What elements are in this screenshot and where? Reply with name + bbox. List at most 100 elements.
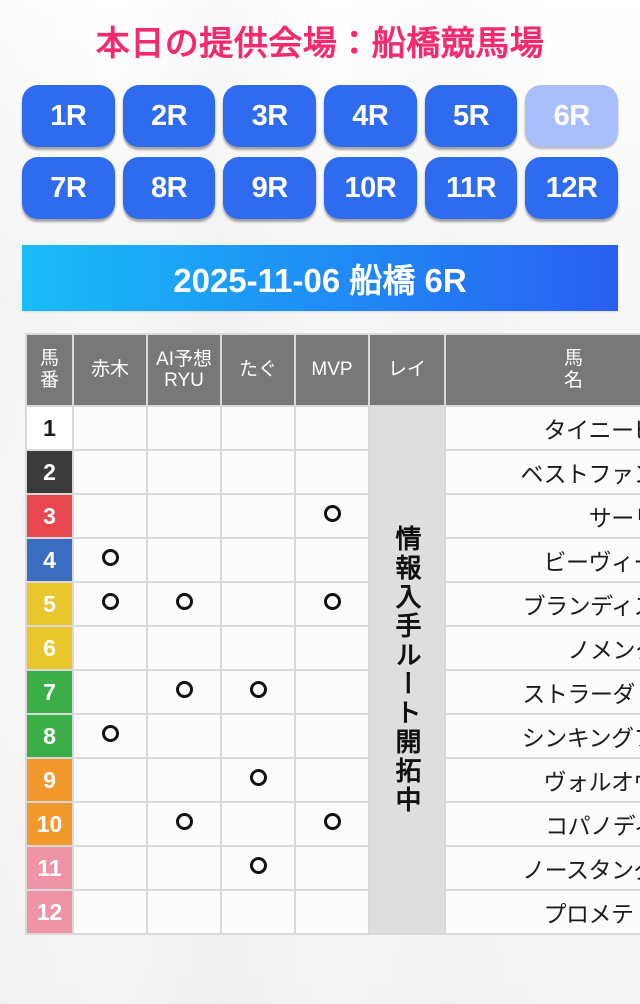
- horse-name-cell: プロメテドール: [446, 891, 640, 934]
- column-header-ai-line1: AI予想: [156, 348, 212, 370]
- race-button-8r[interactable]: 8R: [122, 157, 216, 220]
- mark-cell-ai-ryu: [148, 759, 220, 802]
- horse-number-cell: 9: [27, 759, 72, 802]
- column-header-uma-ban-line1: 馬: [39, 347, 59, 369]
- mark-cell-akagi: [74, 583, 146, 626]
- mark-cell-mvp: [296, 451, 368, 494]
- horse-name-cell: サーリアル: [446, 495, 640, 538]
- mark-cell-mvp: [296, 671, 368, 714]
- mark-cell-mvp: [296, 627, 368, 670]
- table-row: 9 ヴォルオヴァン: [27, 759, 640, 802]
- rei-column-notice: 情報入手ルート開拓中: [370, 407, 444, 934]
- column-header-uma-ban-line2: 番: [39, 370, 59, 392]
- table-row: 11 ノースタンダート: [27, 847, 640, 890]
- horse-number-cell: 6: [27, 627, 72, 670]
- table-row: 6 ノメンターノ: [27, 627, 640, 670]
- circle-mark-icon: [101, 593, 119, 611]
- horse-name-cell: ストラーダレアー: [446, 671, 640, 714]
- mark-cell-ai-ryu: [148, 671, 220, 714]
- prediction-table-wrap: 馬 番 赤木 AI予想 RYU たぐ MVP レイ: [25, 333, 640, 936]
- mark-cell-tagu: [222, 495, 294, 538]
- horse-number-cell: 11: [27, 847, 72, 890]
- table-row: 12 プロメテドール: [27, 891, 640, 934]
- mark-cell-akagi: [74, 627, 146, 670]
- mark-cell-akagi: [74, 891, 146, 934]
- mark-cell-tagu: [222, 407, 294, 450]
- circle-mark-icon: [101, 725, 119, 743]
- mark-cell-mvp: [296, 715, 368, 758]
- column-header-horse-name-line1: 馬: [563, 347, 583, 369]
- mark-cell-ai-ryu: [148, 451, 220, 494]
- circle-mark-icon: [323, 813, 341, 831]
- horse-number-cell: 5: [27, 583, 72, 626]
- horse-name-cell: タイニービキニ: [446, 407, 640, 450]
- mark-cell-mvp: [296, 891, 368, 934]
- race-button-3r[interactable]: 3R: [223, 85, 316, 148]
- horse-name-cell: ブランディストッ: [446, 583, 640, 626]
- rei-notice-text: 情報入手ルート開拓中: [392, 525, 422, 816]
- mark-cell-tagu: [222, 803, 294, 846]
- table-row: 3 サーリアル: [27, 495, 640, 538]
- circle-mark-icon: [323, 505, 341, 523]
- horse-number-cell: 4: [27, 539, 72, 582]
- column-header-uma-ban: 馬 番: [27, 335, 72, 406]
- horse-name-cell: コパノディラン: [446, 803, 640, 846]
- mark-cell-tagu: [222, 891, 294, 934]
- mark-cell-ai-ryu: [148, 583, 220, 626]
- race-button-12r[interactable]: 12R: [525, 157, 618, 220]
- horse-name-cell: ヴォルオヴァン: [446, 759, 640, 802]
- mark-cell-ai-ryu: [148, 847, 220, 890]
- horse-number-cell: 10: [27, 803, 72, 846]
- circle-mark-icon: [101, 549, 119, 567]
- mark-cell-tagu: [222, 671, 294, 714]
- horse-number-cell: 8: [27, 715, 72, 758]
- mark-cell-akagi: [74, 495, 146, 538]
- table-row: 4 ビーヴィーヴォ: [27, 539, 640, 582]
- mark-cell-mvp: [296, 407, 368, 450]
- horse-number-cell: 2: [27, 451, 72, 494]
- horse-name-cell: ベストファンタジ: [446, 451, 640, 494]
- horse-name-cell: ノメンターノ: [446, 627, 640, 670]
- race-button-2r[interactable]: 2R: [122, 85, 216, 148]
- circle-mark-icon: [323, 593, 341, 611]
- mark-cell-ai-ryu: [148, 627, 220, 670]
- mark-cell-mvp: [296, 759, 368, 802]
- mark-cell-tagu: [222, 627, 294, 670]
- horse-name-cell: ノースタンダート: [446, 847, 640, 890]
- mark-cell-ai-ryu: [148, 495, 220, 538]
- table-row: 5 ブランディストッ: [27, 583, 640, 626]
- circle-mark-icon: [249, 769, 267, 787]
- horse-name-cell: ビーヴィーヴォ: [446, 539, 640, 582]
- circle-mark-icon: [175, 813, 193, 831]
- mark-cell-akagi: [74, 759, 146, 802]
- race-button-10r[interactable]: 10R: [323, 157, 417, 220]
- mark-cell-tagu: [222, 583, 294, 626]
- race-button-1r[interactable]: 1R: [22, 85, 115, 148]
- mark-cell-ai-ryu: [148, 407, 220, 450]
- race-selector: 1R 2R 3R 4R 5R 6R 7R 8R 9R 10R 11R 12R: [0, 85, 640, 220]
- mark-cell-akagi: [74, 407, 146, 450]
- mark-cell-akagi: [74, 715, 146, 758]
- circle-mark-icon: [175, 593, 193, 611]
- race-button-11r[interactable]: 11R: [424, 157, 518, 220]
- table-row: 7 ストラーダレアー: [27, 671, 640, 714]
- mark-cell-ai-ryu: [148, 891, 220, 934]
- horse-number-cell: 12: [27, 891, 72, 934]
- race-button-9r[interactable]: 9R: [223, 157, 316, 220]
- column-header-ai-line2: RYU: [164, 370, 204, 392]
- mark-cell-tagu: [222, 847, 294, 890]
- table-row: 8 シンキングファー: [27, 715, 640, 758]
- race-button-4r[interactable]: 4R: [323, 85, 417, 148]
- mark-cell-ai-ryu: [148, 715, 220, 758]
- race-button-6r[interactable]: 6R: [525, 85, 618, 148]
- horse-number-cell: 3: [27, 495, 72, 538]
- horse-number-cell: 7: [27, 671, 72, 714]
- race-date-banner: 2025-11-06 船橋 6R: [22, 245, 618, 312]
- race-button-5r[interactable]: 5R: [424, 85, 518, 148]
- race-button-7r[interactable]: 7R: [22, 157, 115, 220]
- prediction-table: 馬 番 赤木 AI予想 RYU たぐ MVP レイ: [25, 333, 640, 936]
- mark-cell-tagu: [222, 451, 294, 494]
- page-title: 本日の提供会場：船橋競馬場: [95, 25, 545, 63]
- table-row: 1 情報入手ルート開拓中 タイニービキニ: [27, 407, 640, 934]
- column-header-ai-ryu: AI予想 RYU: [148, 335, 220, 406]
